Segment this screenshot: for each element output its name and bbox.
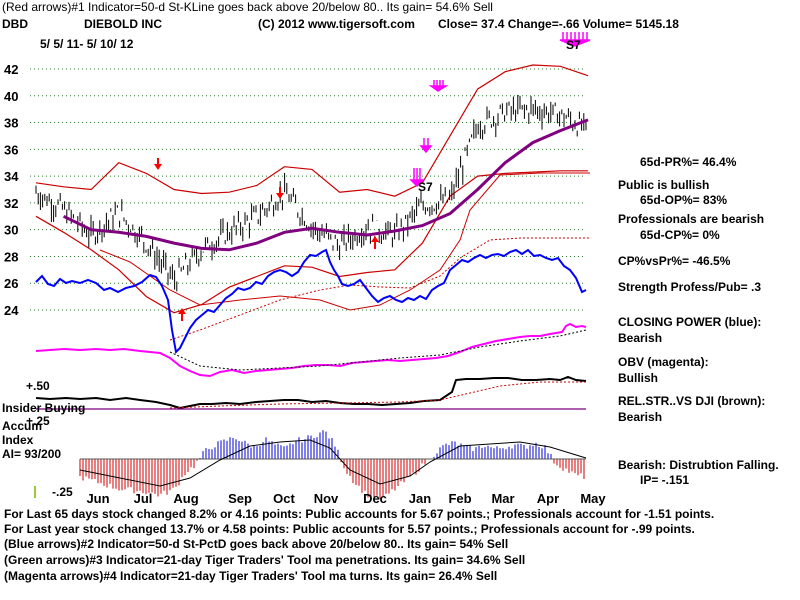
- accum-ma-line: [79, 439, 587, 487]
- plus50-label: +.50: [26, 379, 50, 393]
- month-label: Sep: [228, 491, 252, 506]
- y-tick-label: 28: [4, 249, 18, 264]
- relstr-status: Bearish: [618, 410, 663, 424]
- green-marker: [34, 486, 36, 498]
- month-axis: Jun Jul Aug Sep Oct Nov Dec Jan Feb Mar Apr May: [86, 491, 606, 506]
- cp-percent: 65d-CP%= 0%: [640, 228, 720, 242]
- month-label: Dec: [363, 491, 387, 506]
- indicator-2-description: (Blue arrows)#2 Indicator=50-d St-PctD g…: [4, 537, 509, 551]
- date-range: 5/ 5/ 11- 5/ 10/ 12: [40, 37, 134, 51]
- outer-envelope-line: [99, 172, 590, 311]
- closing-power-line: [35, 248, 587, 355]
- accumulation-histogram: [79, 430, 585, 501]
- footer-year-change: For Last year stock changed 13.7% or 4.5…: [4, 522, 695, 536]
- sell-arrows-magenta: [428, 80, 449, 92]
- month-label: Feb: [448, 491, 471, 506]
- indicator-4-description: (Magenta arrows)#4 Indicator=21-day Tige…: [4, 569, 498, 583]
- obv-label: OBV (magenta):: [618, 355, 709, 369]
- month-label: Jan: [409, 491, 431, 506]
- y-tick-label: 40: [4, 89, 18, 104]
- month-label: Jun: [86, 491, 109, 506]
- buy-arrow-red: [371, 236, 379, 249]
- moving-average-line: [62, 118, 589, 252]
- s7-signal-label: S7: [418, 180, 433, 194]
- y-tick-label: 34: [4, 169, 19, 184]
- month-label: Mar: [491, 491, 514, 506]
- price-axis: 42 40 38 36 34 32 30 28 26 24: [4, 62, 19, 318]
- public-status: Public is bullish: [618, 178, 710, 192]
- month-label: Oct: [273, 491, 295, 506]
- month-label: Aug: [173, 491, 198, 506]
- y-tick-label: 36: [4, 142, 18, 157]
- month-label: Jul: [134, 491, 153, 506]
- month-label: Nov: [314, 491, 339, 506]
- indicator-3-description: (Green arrows)#3 Indicator=21-day Tiger …: [4, 553, 526, 567]
- plus25-label: +.25: [26, 414, 50, 428]
- closing-power-status: Bearish: [618, 331, 663, 345]
- strength-ratio: Strength Profess/Pub= .3: [618, 280, 762, 294]
- obv-ma-line: [169, 329, 587, 371]
- copyright: (C) 2012 www.tigersoft.com: [258, 17, 415, 31]
- relative-strength-ma-line: [169, 381, 586, 409]
- op-percent: 65d-OP%= 83%: [640, 193, 728, 207]
- month-label: Apr: [537, 491, 559, 506]
- y-tick-label: 30: [4, 223, 18, 238]
- lower-band-line: [35, 170, 588, 314]
- y-tick-label: 26: [4, 276, 18, 291]
- ip-value: IP= -.151: [640, 473, 690, 487]
- y-tick-label: 32: [4, 196, 18, 211]
- pr-percent: 65d-PR%= 46.4%: [640, 155, 737, 169]
- footer-65day-change: For Last 65 days stock changed 8.2% or 4…: [4, 507, 715, 521]
- sell-arrow-red: [276, 187, 284, 199]
- company-name: DIEBOLD INC: [84, 17, 162, 31]
- indicator-1-description: (Red arrows)#1 Indicator=50-d St-KLine g…: [2, 0, 493, 14]
- professionals-status: Professionals are bearish: [618, 212, 765, 226]
- s7-signal-label: S7: [566, 38, 581, 52]
- dotted-envelope-line: [169, 237, 590, 341]
- sell-arrows-magenta: [409, 138, 433, 188]
- insider-buying-label: Insider Buying: [2, 401, 86, 415]
- ticker-symbol: DBD: [2, 17, 28, 31]
- index-label: Index: [2, 433, 34, 447]
- accum-label: Accum: [2, 419, 43, 433]
- cp-vs-pr: CP%vsPr%= -46.5%: [618, 254, 731, 268]
- minus25-label: -.25: [52, 485, 73, 499]
- month-label: May: [580, 491, 606, 506]
- accum-status: Bearish: Distrubtion Falling.: [618, 458, 779, 472]
- price-quote: Close= 37.4 Change=-.66 Volume= 5145.18: [438, 17, 679, 31]
- y-tick-label: 24: [4, 303, 19, 318]
- price-gridlines: [30, 68, 586, 311]
- obv-status: Bullish: [618, 371, 659, 385]
- buy-arrow-red: [178, 308, 186, 321]
- price-bars: [35, 94, 587, 292]
- sell-arrow-red: [154, 158, 162, 170]
- upper-band-line: [35, 64, 589, 197]
- ai-value: AI= 93/200: [2, 447, 62, 461]
- sell-arrows-magenta: [559, 32, 591, 47]
- obv-line: [35, 322, 587, 378]
- relative-strength-line: [35, 375, 587, 410]
- y-tick-label: 42: [4, 62, 18, 77]
- closing-power-label: CLOSING POWER (blue):: [618, 315, 762, 329]
- relstr-label: REL.STR..VS DJI (brown):: [618, 394, 766, 408]
- y-tick-label: 38: [4, 116, 18, 131]
